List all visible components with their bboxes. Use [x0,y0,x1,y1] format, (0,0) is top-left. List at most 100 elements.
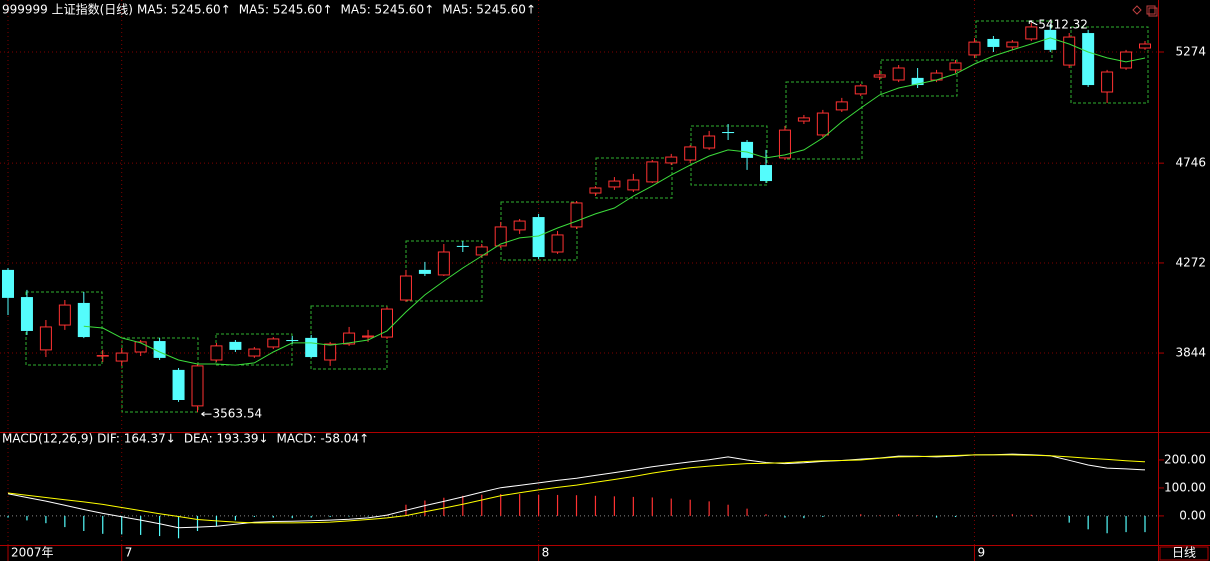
candle-body [854,85,867,95]
candle-body [608,180,621,188]
header-text: MACD: -58.04 [277,432,360,446]
header-text: MA5: 5245.60 [239,3,323,17]
candle-body [134,341,147,353]
y-tick-label: 0.00 [1179,508,1206,522]
candle-body [20,297,33,331]
header-text: MACD(12,26,9) [2,432,93,446]
candle-body [39,326,52,351]
header-text: 999999 上证指数(日线) [2,2,133,17]
candle-body [96,355,109,357]
x-tick-label: 2007年 [11,546,54,560]
candle-body [1006,41,1019,48]
header-text: ↑ [424,3,434,17]
header-text: ↑ [359,432,369,446]
candle-body [835,101,848,111]
candle-body [987,38,1000,47]
header-text: ↓ [258,432,268,446]
candle-body [191,365,204,407]
candle-body [627,179,640,191]
candle-body [267,338,280,348]
candle-body [513,220,526,231]
group-box [785,81,863,160]
candle-body [210,345,223,361]
candle-body [911,77,924,86]
header-text: DEA: 193.39 [184,432,259,446]
candle-body [1044,29,1057,50]
candle-body [58,304,71,326]
group-box [25,291,103,366]
candle-body [589,187,602,194]
candle-body [286,340,299,342]
annotation-arrow [1028,20,1038,26]
candle-body [873,74,886,78]
x-tick-label: 9 [977,546,985,560]
period-label: 日线 [1172,546,1196,560]
candle-body [418,269,431,274]
candle-body [949,62,962,71]
candle-body [1101,71,1114,93]
candle-body [2,269,14,298]
candle-body [475,246,488,256]
candle-body [362,335,375,338]
candle-body [968,41,981,56]
group-box [690,125,768,186]
candle-body [722,132,735,134]
low-annotation: 3563.54 [213,407,263,421]
group-box [215,333,293,366]
candle-body [551,234,564,253]
candle-body [1025,26,1038,40]
candle-body [494,226,507,247]
candle-body [778,129,791,159]
high-annotation: 5412.32 [1038,17,1088,31]
candle-body [1082,33,1095,86]
annotation-arrow [201,411,212,417]
macd-line [7,453,1146,529]
candle-body [248,348,261,357]
header-text: MA5: 5245.60 [442,3,526,17]
candle-body [399,275,412,301]
y-tick-label: 4746 [1175,156,1206,170]
candle-body [115,352,128,362]
y-tick-label: 4272 [1175,255,1206,269]
candle-body [570,202,583,228]
y-tick-label: 3844 [1175,346,1206,360]
x-tick-label: 8 [542,546,550,560]
candle-body [892,67,905,81]
header-text: MA5: 5245.60 [341,3,425,17]
group-box [880,59,958,97]
candle-body [437,251,450,276]
candle-body [532,217,545,258]
window-icon[interactable] [1146,5,1156,15]
window-icon[interactable] [1148,7,1158,17]
macd-line [7,454,1146,524]
period-box [1159,546,1209,561]
candle-body [456,245,469,247]
candle-body [229,341,242,350]
candle-body [760,165,772,182]
x-tick-label: 7 [125,546,133,560]
header-text: ↑ [322,3,332,17]
group-boxes [25,20,1149,413]
header-text: MA5: 5245.60 [137,3,221,17]
candle-body [797,117,810,122]
candle-body [324,343,337,361]
diamond-icon[interactable] [1132,5,1142,15]
candle-body [646,161,659,183]
header-text: DIF: 164.37 [97,432,166,446]
y-tick-label: 200.00 [1164,452,1206,466]
candle-body [816,112,829,136]
candle-body [684,146,697,161]
candle-body [703,135,716,149]
ma-line [83,37,1146,366]
candle-body [741,141,754,158]
header-text: ↑ [221,3,231,17]
header-text: ↓ [166,432,176,446]
y-tick-label: 5274 [1175,45,1206,59]
header-text: ↑ [526,3,536,17]
candle-body [665,156,678,164]
candle-body [77,302,90,338]
y-tick-label: 100.00 [1164,480,1206,494]
candle-body [343,332,356,345]
group-box [595,157,673,199]
